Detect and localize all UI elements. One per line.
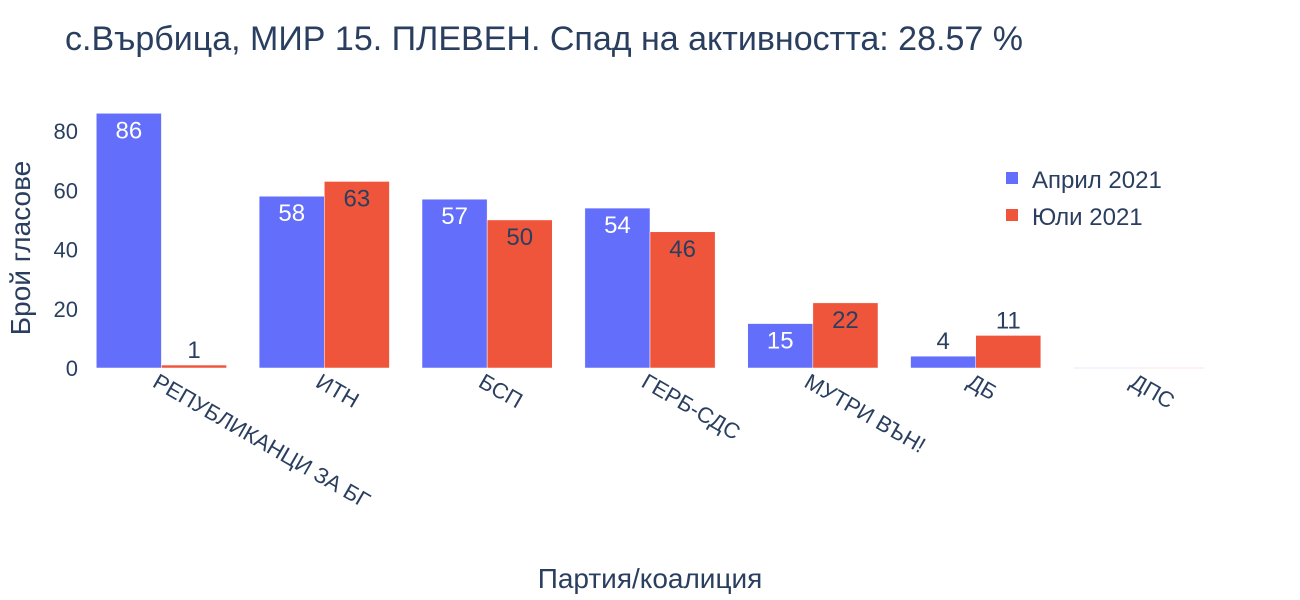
bars (96, 113, 1204, 369)
bar-data-label: 86 (116, 117, 143, 144)
bar (584, 207, 651, 369)
legend-swatch (1006, 172, 1018, 184)
bar (161, 364, 227, 369)
bar (910, 355, 976, 369)
bar-data-label: 22 (832, 307, 859, 334)
bar-data-label: 50 (506, 224, 533, 251)
x-tick-label: БСП (475, 369, 527, 414)
x-tick-label: ГЕРБ-СДС (638, 369, 745, 445)
bar-data-label: 15 (767, 328, 794, 355)
x-tick-label: ДБ (963, 369, 1001, 405)
chart-title: с.Върбица, МИР 15. ПЛЕВЕН. Спад на актив… (65, 20, 1023, 58)
bar-data-label: 57 (441, 203, 468, 230)
legend: Април 2021 Юли 2021 (1006, 167, 1162, 231)
x-axis-title: Партия/коалиция (538, 563, 763, 594)
bar-data-label: 54 (604, 212, 631, 239)
legend-swatch (1006, 209, 1018, 221)
y-axis-title: Брой гласове (5, 161, 36, 335)
bar-data-label: 46 (669, 236, 696, 263)
bar (975, 335, 1042, 369)
x-tick-label: МУТРИ ВЪН! (800, 369, 930, 458)
y-tick-label: 80 (54, 119, 78, 144)
bar (258, 195, 325, 369)
y-tick-label: 40 (54, 238, 78, 263)
bar (747, 323, 814, 369)
bar-data-label: 11 (996, 307, 1021, 334)
x-tick-label: ДПС (1126, 369, 1179, 414)
bar-data-label: 4 (936, 328, 949, 355)
bar-data-label: 1 (187, 337, 200, 364)
bar (649, 231, 716, 369)
bar-data-label: 58 (278, 200, 305, 227)
bar (486, 219, 553, 369)
y-tick-label: 20 (54, 297, 78, 322)
bar (324, 181, 390, 369)
y-tick-label: 0 (66, 356, 78, 381)
bar (812, 302, 879, 369)
bar (96, 113, 162, 369)
x-tick-label: ИТН (312, 369, 364, 413)
legend-label: Юли 2021 (1032, 204, 1143, 231)
legend-label: Април 2021 (1032, 167, 1162, 194)
bar-data-label: 63 (344, 185, 371, 212)
bar-labels: 86 1 58 63 57 50 54 46 15 22 4 11 (116, 117, 1021, 364)
y-axis-ticks: 0 20 40 60 80 (54, 119, 78, 381)
y-tick-label: 60 (54, 178, 78, 203)
bar (421, 198, 488, 369)
